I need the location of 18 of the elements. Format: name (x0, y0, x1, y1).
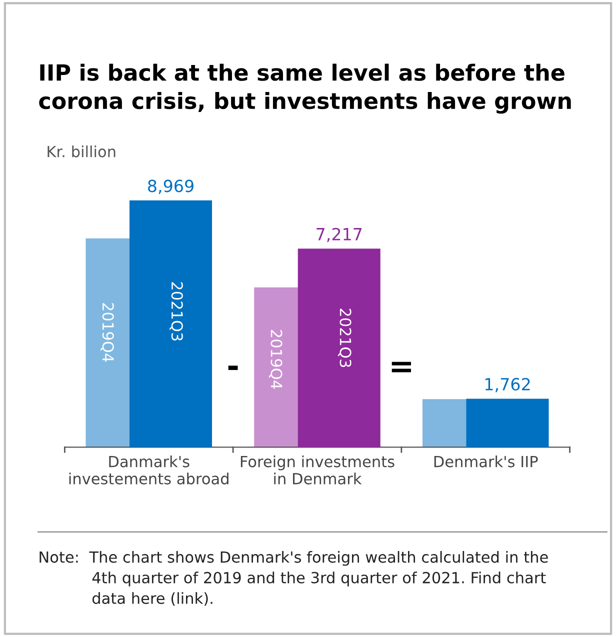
x-tick-label: Danmark's investements abroad (69, 456, 228, 484)
data-label: 7,217 (316, 228, 362, 242)
bar (298, 248, 380, 448)
annotation: = (392, 362, 411, 372)
series-label: 2021Q3 (170, 282, 183, 341)
x-tick-label: Denmark's IIP (434, 456, 538, 468)
bar (130, 200, 212, 448)
y-axis-title: Kr. billion (48, 145, 116, 158)
bar (466, 398, 549, 448)
text: 2021Q3 (338, 308, 352, 368)
text: Note: The chart shows Denmark's foreign wealth calculated in the 4th quarter of 2019 and the 3rd quarter of 2021. Find chart data here (link). (40, 551, 548, 606)
data-label: 1,762 (485, 378, 530, 392)
text: 2019Q4 (100, 303, 114, 362)
data-label: 8,969 (148, 180, 194, 194)
annotation: - (228, 366, 238, 370)
x-tick-label: Foreign investments in Denmark (240, 456, 394, 484)
series-label: 2019Q4 (268, 330, 282, 389)
chart-title: IIP is back at the same level as before the corona crisis, but investments have grown (39, 64, 571, 114)
